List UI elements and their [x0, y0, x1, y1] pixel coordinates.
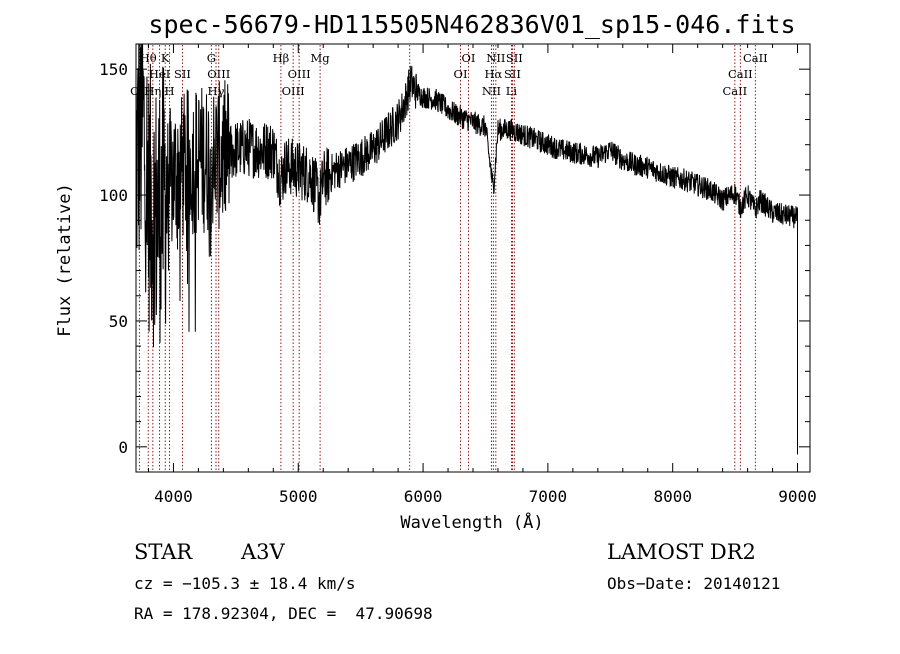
spectral-line-label: SII [174, 67, 191, 81]
spectral-line-label: Mg [311, 51, 331, 65]
y-tick-label: 50 [109, 312, 128, 331]
spectral-line-label: SII [504, 67, 521, 81]
spectral-line-label: CaII [743, 51, 768, 65]
x-axis: 4000 5000 6000 7000 8000 9000 [147, 44, 817, 506]
spectral-line-label: K [161, 51, 170, 65]
spectral-line-label: OI [454, 67, 468, 81]
x-tick-label: 9000 [778, 487, 817, 506]
x-tick-label: 4000 [154, 487, 193, 506]
y-tick-label: 150 [99, 60, 128, 79]
spectral-line-label: CaII [722, 84, 747, 98]
spectral-line-label: H [165, 84, 175, 98]
x-tick-label: 5000 [279, 487, 318, 506]
spectral-line-label: Hθ [140, 51, 157, 65]
spectrum-line [135, 43, 798, 455]
spectral-line-label: Li [506, 84, 518, 98]
spectral-line-label: G [207, 51, 216, 65]
spectral-line-label: HeI [149, 67, 170, 81]
spectral-line-label: Hγ [208, 84, 225, 98]
chart-title: spec-56679-HD115505N462836V01_sp15-046.f… [148, 10, 795, 39]
observation-date: Obs−Date: 20140121 [607, 574, 780, 593]
spectral-line-label: OIII [282, 84, 305, 98]
spectrum-series [135, 43, 798, 455]
y-axis: 0 50 100 150 [99, 43, 810, 473]
spectral-line-markers: OIIHθHηHeIKHSIIGHγOIIIHβOIIIOIIIMgOIOINI… [130, 45, 768, 471]
x-tick-label: 6000 [404, 487, 443, 506]
object-subclass: A3V [240, 540, 286, 564]
coordinates-readout: RA = 178.92304, DEC = 47.90698 [134, 604, 433, 623]
y-tick-label: 0 [118, 438, 128, 457]
x-tick-label: 7000 [529, 487, 568, 506]
x-tick-label: 8000 [653, 487, 692, 506]
spectral-line-label: OIII [207, 67, 230, 81]
spectral-line-label: Hβ [273, 51, 290, 65]
spectral-line-label: OI [462, 51, 476, 65]
spectral-line-label: CaII [728, 67, 753, 81]
spectral-line-label: Hα [484, 67, 502, 81]
spectral-line-label: SII [506, 51, 523, 65]
x-axis-label: Wavelength (Å) [400, 511, 543, 533]
y-axis-label: Flux (relative) [55, 183, 75, 337]
object-class: STAR [134, 540, 193, 564]
y-tick-label: 100 [99, 186, 128, 205]
velocity-readout: cz = −105.3 ± 18.4 km/s [134, 574, 356, 593]
survey-name: LAMOST DR2 [607, 540, 756, 564]
spectral-line-label: OIII [288, 67, 311, 81]
plot-frame [135, 43, 811, 473]
spectral-line-label: NII [486, 51, 505, 65]
spectral-line-label: NII [482, 84, 501, 98]
